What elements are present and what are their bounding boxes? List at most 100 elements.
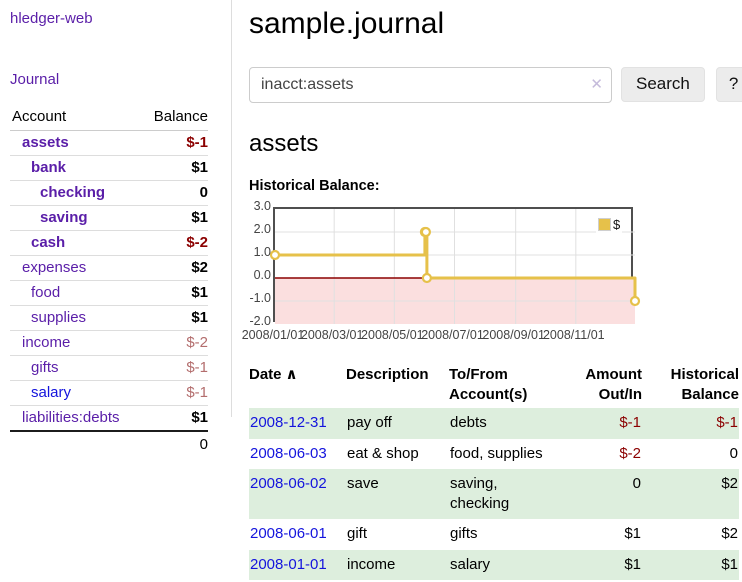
transaction-amount: $1	[624, 555, 641, 573]
register-table: Date ∧ Description To/From Account(s) Amo…	[249, 362, 739, 580]
x-axis-tick-label: 2008/03/01	[300, 327, 364, 342]
search-box: ✕	[249, 67, 612, 103]
sort-ascending-icon: ∧	[285, 365, 298, 383]
account-link[interactable]: income	[22, 334, 71, 351]
account-link[interactable]: assets	[22, 134, 69, 151]
transaction-description: gift	[347, 525, 368, 543]
accounts-table: Account Balance assets $-1 bank $1 checking 0…	[10, 104, 208, 457]
register-header-amount: Amount Out/In	[585, 365, 642, 404]
search-input[interactable]	[249, 67, 612, 103]
historical-balance-chart: $ 3.0 2.0 1.0 0.0 -1.0 -2.0 2008/01/01 2008/03/…	[242, 199, 742, 346]
help-button[interactable]: ?	[715, 67, 742, 102]
account-link[interactable]: food	[31, 284, 61, 301]
transaction-date-link[interactable]: 2008-12-31	[250, 414, 327, 432]
sidebar-item-journal[interactable]: Journal	[10, 71, 60, 88]
transaction-balance: $1	[721, 555, 738, 573]
x-axis-tick-label: 2008/05/01	[361, 327, 424, 342]
account-row: income $-2	[10, 330, 208, 356]
sidebar-divider	[231, 0, 232, 417]
account-row: bank $1	[10, 155, 208, 181]
accounts-total-value: 0	[140, 430, 208, 457]
search-button[interactable]: Search	[621, 67, 705, 102]
account-row: supplies $1	[10, 305, 208, 331]
y-axis-tick-label: 1.0	[253, 244, 271, 259]
transaction-balance: $2	[721, 474, 738, 492]
x-axis-tick-label: 2008/09/01	[482, 327, 545, 342]
account-link[interactable]: cash	[31, 234, 66, 251]
account-balance: $1	[191, 409, 208, 426]
account-link[interactable]: saving	[40, 209, 88, 226]
account-balance: $-2	[186, 234, 208, 251]
chart-canvas	[269, 208, 641, 324]
accounts-total-row: 0	[10, 430, 208, 457]
transaction-amount: 0	[632, 474, 641, 492]
transaction-description: eat & shop	[347, 444, 419, 462]
account-row: salary $-1	[10, 380, 208, 406]
transaction-accounts: salary	[450, 555, 491, 573]
register-header-row: Date ∧ Description To/From Account(s) Amo…	[249, 362, 739, 409]
transaction-description: pay off	[347, 414, 392, 432]
y-axis-tick-label: -1.0	[249, 290, 271, 305]
account-balance: $1	[191, 209, 208, 226]
account-balance: $-1	[186, 134, 208, 151]
account-balance: 0	[199, 184, 208, 201]
register-row: 2008-06-03 eat & shop food, supplies $-2 0	[249, 439, 739, 469]
account-link[interactable]: supplies	[31, 309, 87, 326]
clear-search-icon[interactable]: ✕	[590, 76, 603, 93]
account-link[interactable]: checking	[40, 184, 106, 201]
transaction-date-link[interactable]: 2008-06-02	[250, 474, 327, 492]
account-row: gifts $-1	[10, 355, 208, 381]
transaction-balance: $-1	[716, 414, 738, 432]
transaction-amount: $-1	[619, 414, 641, 432]
transaction-accounts: debts	[450, 414, 487, 432]
account-balance: $-1	[186, 384, 208, 401]
account-row: assets $-1	[10, 130, 208, 156]
y-axis-tick-label: -2.0	[249, 313, 271, 328]
main-content: sample.journal ✕ Search ? assets Histori…	[242, 0, 742, 580]
account-link[interactable]: gifts	[31, 359, 59, 376]
legend-label: $	[613, 216, 621, 232]
register-header-description: Description	[346, 365, 429, 383]
transaction-amount: $1	[624, 525, 641, 543]
chart-legend: $	[596, 215, 623, 233]
account-row: liabilities:debts $1	[10, 406, 208, 432]
account-heading: assets	[249, 130, 319, 157]
account-balance: $-2	[186, 334, 208, 351]
x-axis-tick-label: 2008/01/01	[241, 327, 305, 342]
transaction-date-link[interactable]: 2008-01-01	[250, 555, 327, 573]
transaction-date-link[interactable]: 2008-06-03	[250, 444, 327, 462]
chart-title: Historical Balance:	[249, 177, 380, 194]
account-balance: $-1	[186, 359, 208, 376]
legend-swatch-icon	[598, 217, 611, 231]
account-row: cash $-2	[10, 230, 208, 256]
x-axis-tick-label: 2008/07/01	[421, 327, 484, 342]
register-row: 2008-06-01 gift gifts $1 $2	[249, 519, 739, 549]
account-link[interactable]: salary	[31, 384, 72, 401]
transaction-balance: $2	[721, 525, 738, 543]
transaction-date-link[interactable]: 2008-06-01	[250, 525, 327, 543]
register-header-date[interactable]: Date ∧	[249, 365, 298, 383]
y-axis-tick-label: 3.0	[253, 198, 271, 213]
account-row: expenses $2	[10, 255, 208, 281]
account-link[interactable]: liabilities:debts	[22, 409, 120, 426]
register-header-balance: Historical Balance	[670, 365, 739, 404]
account-link[interactable]: expenses	[22, 259, 87, 276]
app-title-link[interactable]: hledger-web	[10, 10, 93, 27]
sidebar: hledger-web Journal Account Balance asse…	[0, 0, 232, 457]
transaction-amount: $-2	[619, 444, 641, 462]
account-balance: $1	[191, 159, 208, 176]
account-balance: $1	[191, 309, 208, 326]
transaction-accounts: gifts	[450, 525, 478, 543]
transaction-accounts: saving, checking	[450, 474, 510, 513]
search-row: ✕ Search ?	[249, 67, 742, 103]
register-row: 2008-01-01 income salary $1 $1	[249, 549, 739, 580]
y-axis-tick-label: 2.0	[253, 221, 271, 236]
chart-plot-area	[269, 206, 641, 324]
transaction-balance: 0	[729, 444, 738, 462]
account-row: food $1	[10, 280, 208, 306]
accounts-header-row: Account Balance	[10, 104, 208, 131]
register-row: 2008-06-02 save saving, checking 0 $2	[249, 468, 739, 520]
account-link[interactable]: bank	[31, 159, 67, 176]
x-axis-tick-label: 2008/11/01	[542, 327, 605, 342]
account-balance: $2	[191, 259, 208, 276]
